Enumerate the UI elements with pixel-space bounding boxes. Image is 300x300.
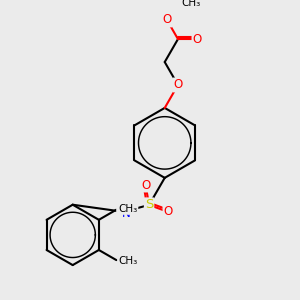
Text: CH₃: CH₃ [118,256,137,266]
Text: O: O [164,206,173,218]
Text: S: S [145,198,153,212]
Text: O: O [173,79,183,92]
Text: O: O [193,33,202,46]
Text: O: O [141,178,150,191]
Text: CH₃: CH₃ [181,0,200,8]
Text: H: H [117,206,125,216]
Text: O: O [162,14,172,26]
Text: CH₃: CH₃ [118,204,137,214]
Text: N: N [122,207,130,220]
